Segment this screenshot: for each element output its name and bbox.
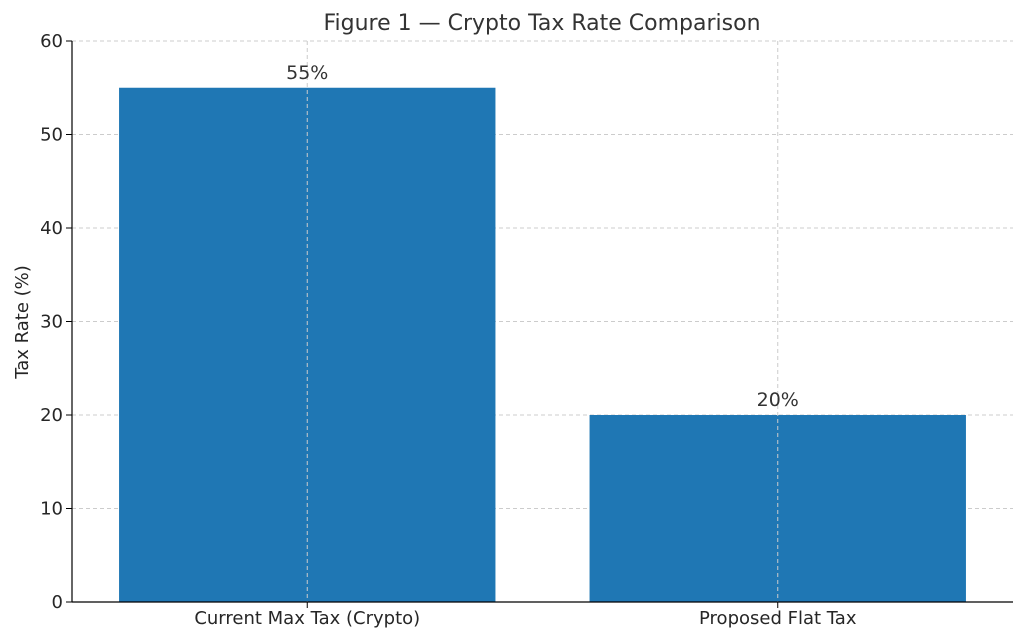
- y-tick-label: 50: [40, 125, 63, 146]
- bar-value-label: 55%: [286, 62, 328, 84]
- y-tick-label: 30: [40, 312, 63, 333]
- bar: [589, 415, 966, 602]
- bars-layer: [119, 41, 966, 602]
- ticks-layer: 0 10 20 30 40 50 60 Current Max Tax (Crypto) Pro…: [40, 31, 857, 629]
- y-axis-label: Tax Rate (%): [12, 265, 33, 380]
- chart-title: Figure 1 — Crypto Tax Rate Comparison: [323, 11, 760, 36]
- bar-value-label: 20%: [757, 389, 799, 411]
- data-labels-layer: 55% 20%: [286, 62, 799, 411]
- y-tick-label: 60: [40, 31, 63, 52]
- y-tick-label: 10: [40, 499, 63, 520]
- x-tick-label: Current Max Tax (Crypto): [194, 608, 420, 629]
- y-tick-label: 20: [40, 405, 63, 426]
- y-tick-label: 40: [40, 218, 63, 239]
- y-tick-label: 0: [52, 592, 63, 613]
- x-tick-label: Proposed Flat Tax: [699, 608, 857, 629]
